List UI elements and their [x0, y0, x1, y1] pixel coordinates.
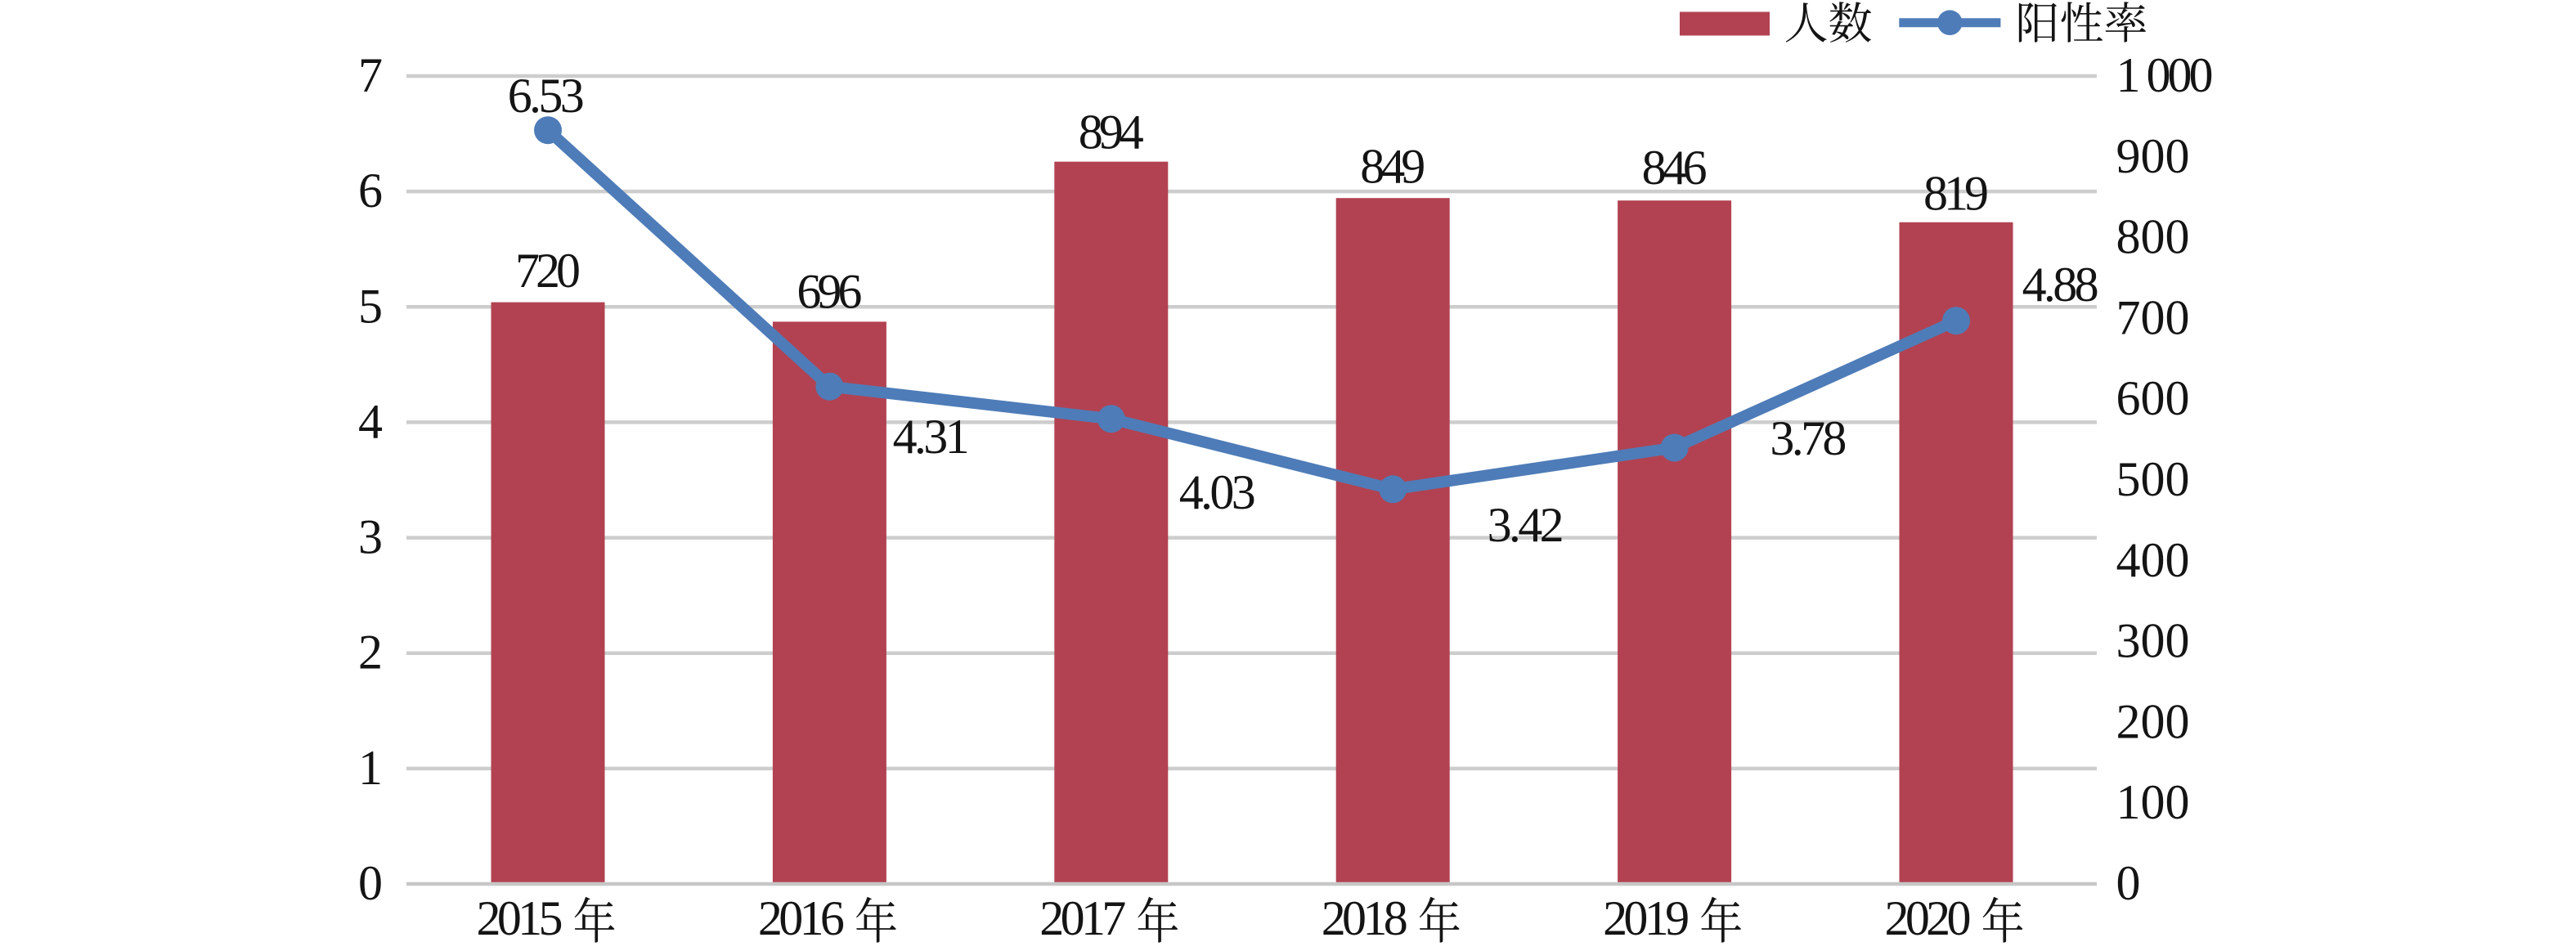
svg-text:2018: 2018 — [1322, 891, 1408, 945]
svg-text:300: 300 — [2116, 614, 2190, 668]
svg-text:1: 1 — [358, 741, 383, 795]
svg-text:2020: 2020 — [1885, 891, 1972, 945]
svg-text:400: 400 — [2116, 533, 2190, 587]
svg-text:1 000: 1 000 — [2116, 48, 2214, 102]
svg-text:846: 846 — [1642, 141, 1708, 195]
svg-text:2015: 2015 — [477, 891, 563, 945]
svg-text:700: 700 — [2116, 290, 2190, 344]
svg-text:819: 819 — [1923, 166, 1989, 220]
svg-text:2016: 2016 — [758, 891, 845, 945]
svg-text:4.03: 4.03 — [1179, 465, 1256, 519]
svg-text:3.78: 3.78 — [1770, 411, 1847, 465]
svg-text:900: 900 — [2116, 129, 2190, 183]
svg-text:849: 849 — [1360, 139, 1425, 193]
svg-text:5: 5 — [358, 279, 383, 333]
svg-text:500: 500 — [2116, 452, 2190, 506]
svg-text:800: 800 — [2116, 210, 2190, 264]
svg-text:6.53: 6.53 — [508, 69, 585, 123]
svg-text:100: 100 — [2116, 775, 2190, 829]
svg-text:2017: 2017 — [1039, 891, 1126, 945]
svg-text:720: 720 — [515, 244, 581, 298]
svg-text:2019: 2019 — [1603, 891, 1690, 945]
svg-text:4.31: 4.31 — [893, 410, 970, 464]
svg-text:3: 3 — [358, 510, 383, 564]
svg-text:894: 894 — [1079, 105, 1144, 159]
svg-text:4.88: 4.88 — [2022, 258, 2099, 312]
svg-text:200: 200 — [2116, 694, 2190, 748]
svg-text:696: 696 — [797, 264, 862, 318]
svg-text:7: 7 — [358, 48, 383, 102]
svg-text:600: 600 — [2116, 371, 2190, 425]
svg-text:3.42: 3.42 — [1488, 498, 1564, 552]
svg-text:4: 4 — [358, 394, 383, 448]
svg-text:0: 0 — [2116, 856, 2141, 910]
svg-text:0: 0 — [358, 856, 383, 910]
svg-text:6: 6 — [358, 164, 383, 218]
svg-text:2: 2 — [358, 626, 383, 680]
